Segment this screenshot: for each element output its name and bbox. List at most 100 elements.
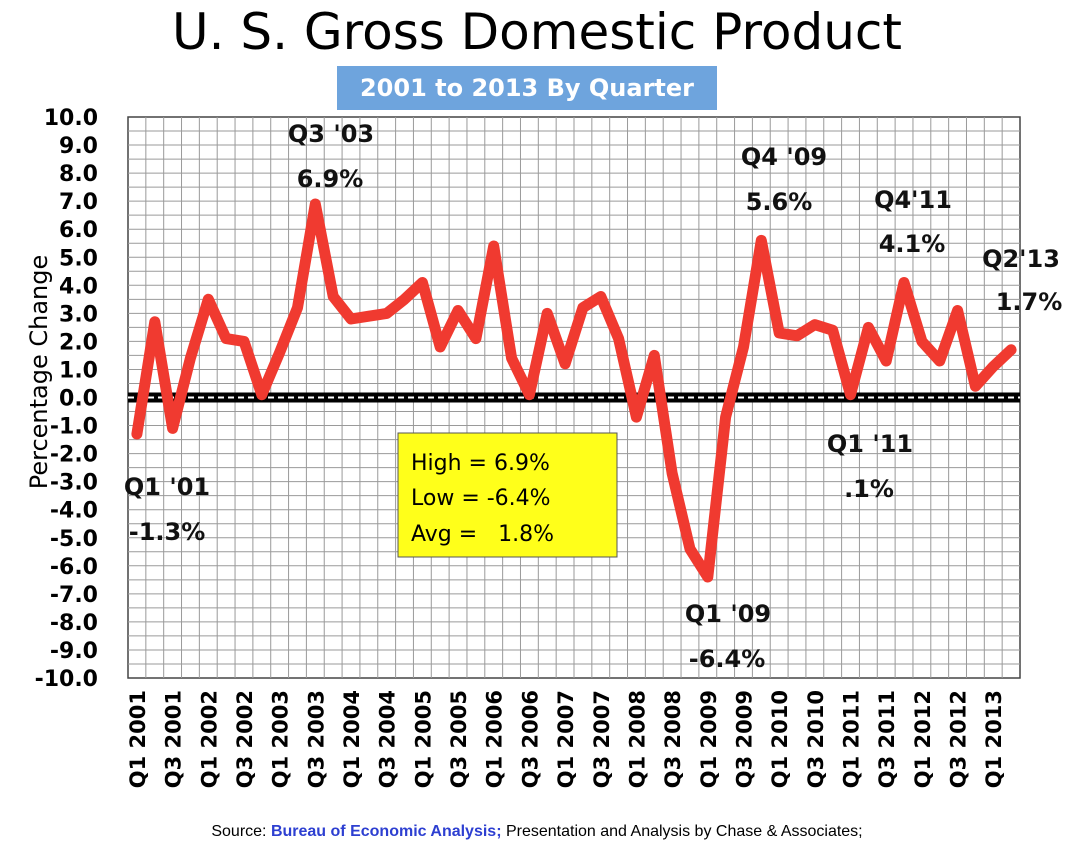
y-tick-label: 3.0 [59,302,98,327]
data-point [778,332,781,334]
data-point [742,346,745,348]
data-point [885,360,888,362]
data-point [332,295,335,298]
y-tick-label: 8.0 [59,162,98,187]
data-point [350,318,352,320]
y-tick-label: -2.0 [50,443,98,468]
data-point [974,385,977,388]
x-tick-label: Q1 2008 [625,690,649,788]
x-tick-label: Q3 2005 [447,690,471,788]
data-point [920,340,923,343]
data-point [135,433,138,435]
data-point [260,393,263,396]
x-tick-label: Q1 2005 [411,690,435,788]
data-point [796,334,798,337]
source-organization: Bureau of Economic Analysis; [270,823,502,840]
annotation-label: Q1 '01 [124,473,210,501]
data-point [421,281,424,284]
data-point [528,393,531,396]
x-tick-label: Q1 2009 [697,690,721,788]
y-tick-label: -6.0 [50,555,98,580]
data-point [635,416,638,419]
y-tick-label: 6.0 [59,218,98,243]
y-tick-label: -10.0 [35,667,98,692]
data-point [992,365,995,368]
data-point [564,362,567,365]
y-tick-label: 5.0 [59,246,98,271]
data-point [367,315,370,318]
y-tick-label: 7.0 [59,190,98,215]
data-point [581,306,584,309]
y-tick-label: -3.0 [50,471,98,496]
y-tick-label: 10.0 [44,106,98,131]
annotation-label: Q4 '09 [741,143,827,171]
y-tick-label: 0.0 [59,387,98,412]
annotation-value: 1.7% [996,288,1063,316]
y-tick-label: 1.0 [59,358,98,383]
data-point [724,416,727,419]
annotation-label: Q3 '03 [288,120,374,148]
x-tick-label: Q1 2012 [911,690,935,788]
series-layer [131,198,1017,583]
data-point [243,340,245,343]
data-point [599,295,602,298]
chart-subtitle: 2001 to 2013 By Quarter [337,66,717,110]
source-suffix: Presentation and Analysis by Chase & Ass… [501,823,863,840]
data-point [653,354,656,357]
annotation-value: 6.9% [297,165,364,193]
data-point [706,576,709,578]
y-tick-label: -9.0 [50,639,98,664]
source-prefix: Source: [211,823,271,840]
annotation-label: Q4'11 [874,186,952,214]
data-point [813,323,816,326]
annotation-value: -1.3% [129,518,206,546]
annotation-label: Q2'13 [982,245,1060,273]
y-tick-label: -8.0 [50,611,98,636]
data-point [938,360,941,362]
data-point [474,337,477,340]
data-point [439,346,442,348]
x-tick-label: Q1 2002 [197,690,221,788]
data-point [225,337,228,340]
data-point [867,326,870,329]
y-axis-tick-labels: 10.0 9.0 8.0 7.0 6.0 5.0 4.0 3.0 2.0 1.0 0.0 -1.0 -2… [35,106,98,692]
series-line [131,198,1017,583]
data-point [296,306,299,309]
data-point [760,239,763,242]
data-point [510,357,513,360]
x-tick-label: Q1 2010 [768,690,792,788]
y-tick-label: -7.0 [50,583,98,608]
data-point [956,309,959,312]
x-axis-tick-labels: Q1 2001 Q3 2001 Q1 2002 Q3 2002 Q1 2003 Q3 20… [126,690,1006,788]
y-axis-label: Percentage Change [25,255,53,490]
x-tick-label: Q1 2001 [126,690,150,788]
data-point [671,472,674,475]
data-point [171,427,174,430]
stats-low: Low = -6.4% [411,486,551,511]
x-tick-label: Q3 2003 [304,690,328,788]
data-point [903,281,905,284]
x-tick-label: Q3 2006 [518,690,542,788]
data-point [849,393,852,396]
y-tick-label: 4.0 [59,274,98,299]
x-tick-label: Q3 2001 [162,690,186,788]
x-tick-label: Q1 2011 [840,690,864,788]
y-tick-label: -4.0 [50,499,98,524]
x-tick-label: Q1 2004 [340,690,364,788]
y-tick-label: -1.0 [50,415,98,440]
data-point [617,337,620,340]
x-tick-label: Q3 2002 [233,690,257,788]
chart-title: U. S. Gross Domestic Product [171,3,903,61]
x-tick-label: Q3 2011 [875,690,899,788]
x-tick-label: Q3 2009 [732,690,756,788]
annotation-label: Q1 '11 [827,430,913,458]
x-tick-label: Q3 2008 [661,690,685,788]
data-point [492,245,495,247]
x-tick-label: Q1 2006 [483,690,507,788]
stats-box-background [397,432,618,558]
data-point [546,312,549,315]
data-point [457,309,459,312]
x-tick-label: Q3 2010 [804,690,828,788]
y-tick-label: -5.0 [50,527,98,552]
data-point [1010,348,1013,351]
